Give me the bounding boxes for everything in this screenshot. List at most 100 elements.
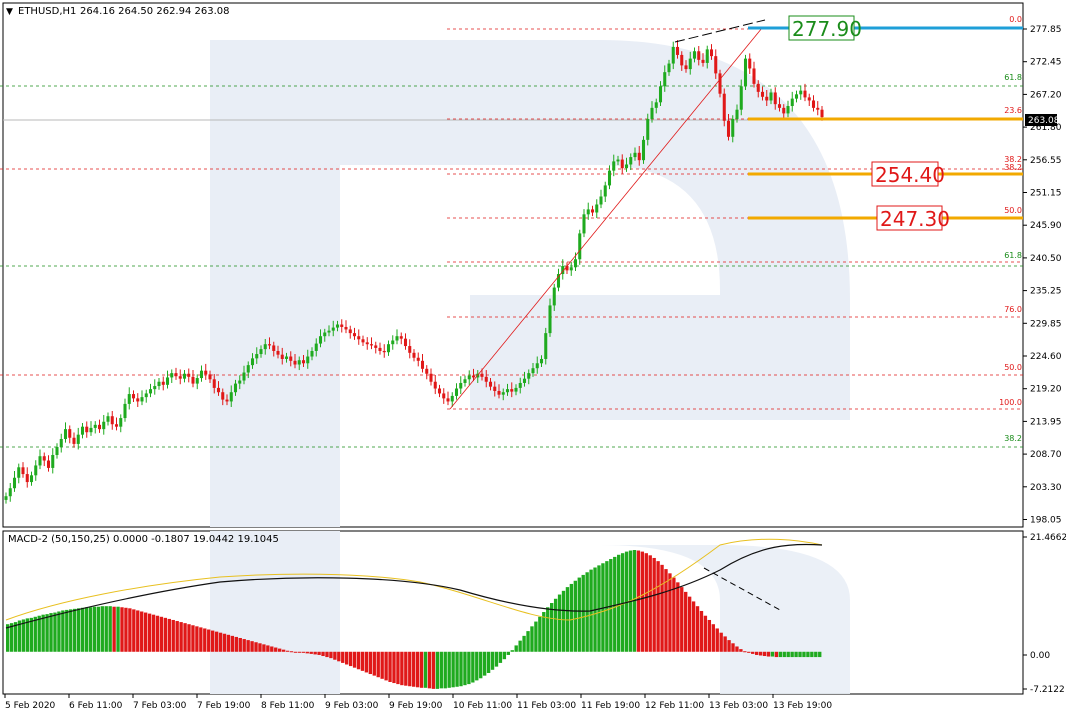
candle-body: [136, 398, 140, 402]
price-tick-label: 272.45: [1030, 58, 1062, 68]
candle-body: [301, 360, 306, 364]
macd-bar: [108, 606, 112, 652]
candle-body: [459, 382, 463, 389]
candle-body: [616, 159, 620, 162]
macd-bar: [581, 574, 585, 652]
macd-bar: [214, 631, 219, 652]
candle-body: [216, 387, 221, 393]
fib-label: 0.0: [1009, 15, 1022, 24]
macd-bar: [565, 587, 570, 652]
candle-body: [191, 376, 195, 384]
candle-body: [263, 344, 267, 350]
macd-bar: [794, 651, 798, 658]
candle-body: [238, 380, 242, 384]
macd-bar: [569, 583, 574, 652]
macd-bar: [388, 651, 392, 682]
candle-body: [544, 333, 548, 359]
candle-body: [671, 46, 675, 64]
macd-bar: [92, 606, 97, 652]
candle-body: [561, 266, 565, 275]
macd-bar: [37, 615, 41, 652]
macd-bar: [490, 651, 495, 670]
candle-body: [569, 267, 573, 271]
macd-bar: [455, 651, 459, 687]
macd-bar: [766, 651, 771, 657]
candle-body: [663, 72, 667, 87]
macd-bar: [550, 603, 554, 652]
macd-bar: [392, 651, 396, 684]
macd-bar: [526, 631, 530, 652]
symbol-triangle-icon[interactable]: ▼: [6, 7, 13, 17]
candle-body: [705, 49, 709, 63]
candle-body: [395, 336, 399, 341]
macd-bar: [644, 553, 648, 652]
macd-bar: [187, 624, 191, 652]
macd-bar: [664, 569, 668, 652]
candle-body: [250, 358, 255, 366]
candle-body: [697, 51, 701, 60]
macd-bar: [400, 651, 404, 686]
candle-body: [556, 274, 561, 288]
macd-bar: [384, 651, 388, 681]
candle-body: [641, 139, 646, 161]
candle-body: [318, 336, 323, 344]
candle-body: [565, 266, 569, 271]
candle-body: [148, 389, 153, 394]
fib-label: 38.2: [1004, 434, 1022, 443]
macd-bar: [132, 609, 136, 652]
candle-body: [535, 363, 539, 369]
candle-body: [374, 345, 378, 348]
macd-bar: [321, 651, 325, 657]
candle-body: [437, 388, 442, 394]
candle-body: [289, 356, 293, 361]
candle-body: [42, 456, 46, 461]
macd-bar: [609, 559, 613, 652]
macd-bar: [762, 651, 767, 657]
candle-body: [127, 394, 131, 404]
macd-bar: [680, 587, 684, 652]
fib-label: 23.6: [1004, 106, 1022, 115]
macd-bar: [396, 651, 400, 685]
macd-bar: [439, 651, 443, 689]
macd-bar: [542, 612, 546, 652]
macd-bar: [412, 651, 416, 687]
candle-body: [76, 434, 80, 444]
candle-body: [701, 59, 705, 63]
macd-trend-line: [703, 567, 781, 611]
macd-bar: [143, 612, 148, 652]
candle-body: [522, 378, 527, 383]
candle-body: [85, 426, 89, 433]
time-tick-label: 11 Feb 19:00: [581, 701, 640, 711]
macd-signal-line: [5, 538, 823, 621]
macd-tick-label: 21.4662: [1030, 533, 1066, 543]
macd-bar: [25, 618, 30, 652]
price-tick-label: 208.70: [1030, 450, 1062, 460]
candle-body: [21, 467, 25, 475]
macd-bar: [502, 651, 507, 660]
macd-bar: [6, 624, 10, 652]
macd-bar: [711, 624, 715, 652]
candle-body: [276, 350, 280, 355]
candle-body: [743, 58, 748, 87]
macd-bar: [798, 651, 802, 658]
macd-bar: [222, 633, 227, 652]
candle-body: [72, 437, 76, 444]
macd-main-line: [5, 543, 823, 629]
macd-bar: [151, 614, 156, 652]
macd-bar: [96, 606, 101, 652]
candle-body: [650, 107, 654, 119]
macd-bar: [770, 651, 775, 657]
candle-body: [123, 403, 127, 419]
candle-body: [399, 336, 403, 339]
macd-bar: [467, 651, 471, 685]
candle-body: [378, 347, 382, 351]
macd-bar: [183, 623, 187, 652]
candle-body: [760, 91, 765, 97]
macd-bar: [21, 619, 26, 652]
target-text-254: 254.40: [875, 163, 945, 187]
current-price-box: [1025, 114, 1057, 126]
macd-bar: [479, 651, 483, 679]
fib-label: 100.0: [999, 398, 1022, 407]
